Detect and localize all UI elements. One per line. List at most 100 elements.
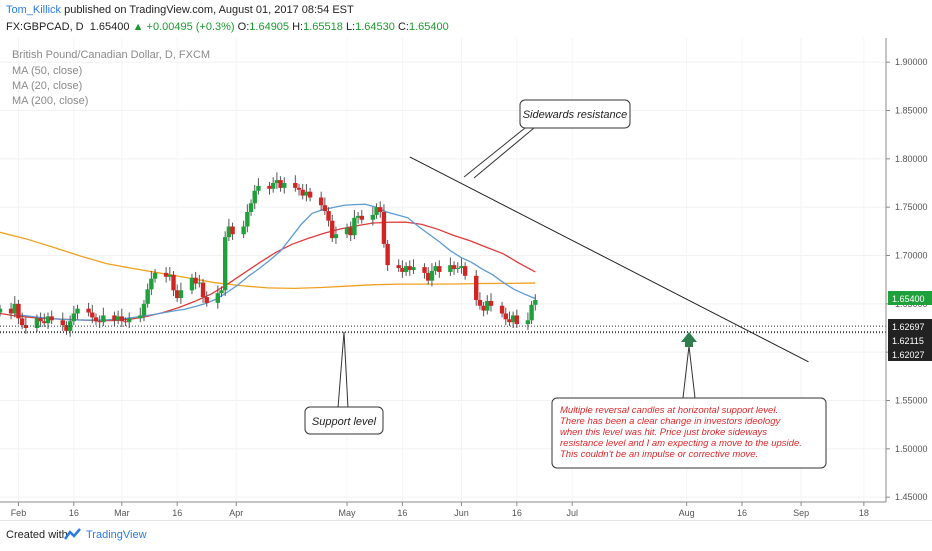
candle xyxy=(348,221,353,241)
candle xyxy=(189,273,195,295)
candle xyxy=(222,231,228,297)
candle xyxy=(241,220,246,239)
candle xyxy=(93,313,99,326)
legend-ma200: MA (200, close) xyxy=(12,95,88,107)
footer: Created with TradingView xyxy=(0,520,932,551)
candle-body xyxy=(507,319,512,323)
candle xyxy=(71,305,77,326)
created-with-text: Created with xyxy=(6,529,68,541)
candle xyxy=(318,191,324,212)
candle-body xyxy=(514,315,520,325)
candle-body xyxy=(481,305,486,311)
candle-body xyxy=(459,266,464,269)
chart-legend: British Pound/Canadian Dollar, D, FXCM M… xyxy=(12,49,210,107)
candle xyxy=(38,312,43,328)
candle xyxy=(163,267,169,283)
price-chart[interactable]: 1.900001.850001.800001.750001.700001.650… xyxy=(0,38,932,520)
low-label: L: xyxy=(345,21,356,33)
candle-body xyxy=(34,318,40,328)
candle xyxy=(403,262,409,276)
candle-body xyxy=(49,316,54,321)
price-label-support-2: 1.62115 xyxy=(888,333,932,347)
candle xyxy=(411,259,416,274)
candle-body xyxy=(499,305,505,314)
legend-title: British Pound/Canadian Dollar, D, FXCM xyxy=(12,49,210,61)
candle-body xyxy=(97,321,102,323)
close-label: C: xyxy=(397,21,409,33)
candle-body xyxy=(462,266,468,276)
x-tick-label: 16 xyxy=(737,508,747,518)
candle xyxy=(278,176,283,192)
candle-body xyxy=(123,321,128,323)
candle xyxy=(138,307,143,323)
candle xyxy=(400,260,405,278)
candle xyxy=(34,314,40,332)
high-value: 1.65518 xyxy=(303,21,343,33)
ma-path xyxy=(0,221,536,322)
candle xyxy=(359,210,364,224)
publish-line: Tom_Killick published on TradingView.com… xyxy=(6,4,354,16)
candle-body xyxy=(485,300,490,311)
candle xyxy=(514,309,520,328)
candle-body xyxy=(141,303,147,316)
candle-body xyxy=(8,308,14,314)
comment-callout[interactable]: Multiple reversal candles at horizontal … xyxy=(551,345,827,469)
candle-body xyxy=(197,282,202,284)
time-axis[interactable]: Feb 16 Mar 16 Apr May 16 Jun 16 Jul Aug 16 Sep 18 xyxy=(11,502,869,518)
candle-body xyxy=(171,274,176,291)
candle-body xyxy=(167,274,173,277)
candle-body xyxy=(19,318,25,326)
tradingview-brand-link[interactable]: TradingView xyxy=(86,529,147,541)
x-tick-label: May xyxy=(339,508,357,518)
candle xyxy=(499,301,505,318)
candle-body xyxy=(274,180,280,183)
candle xyxy=(145,283,150,308)
resistance-callout[interactable]: Sidewards resistance xyxy=(463,99,631,179)
author-link[interactable]: Tom_Killick xyxy=(6,4,62,16)
resistance-label: Sidewards resistance xyxy=(523,109,628,121)
candle xyxy=(115,310,121,325)
candle-body xyxy=(42,321,47,324)
candle-body xyxy=(300,189,305,196)
x-tick-label: 16 xyxy=(172,508,182,518)
candle-body xyxy=(385,243,390,266)
candle xyxy=(45,312,51,329)
candle-body xyxy=(381,212,387,244)
support-lines xyxy=(0,325,886,334)
x-tick-label: Feb xyxy=(11,508,27,518)
comment-line-3: when this level was hit. Price just brok… xyxy=(560,427,767,438)
tradingview-logo-icon[interactable] xyxy=(64,528,82,542)
x-tick-label: Apr xyxy=(229,508,243,518)
x-tick-label: Sep xyxy=(793,508,809,518)
candle xyxy=(330,214,335,242)
support-pointer-b xyxy=(343,331,349,409)
candle xyxy=(204,291,209,307)
candle xyxy=(503,307,508,326)
candle xyxy=(67,315,73,337)
price-label-current: 1.65400 xyxy=(888,291,932,305)
candle xyxy=(12,296,17,318)
candle-body xyxy=(318,197,324,206)
support-callout[interactable]: Support level xyxy=(304,331,384,435)
x-tick-label: 16 xyxy=(397,508,407,518)
candle-body xyxy=(149,278,154,290)
candle-body xyxy=(370,214,376,220)
ma20-line xyxy=(14,203,536,321)
up-arrow-icon xyxy=(681,332,697,347)
candle xyxy=(19,312,25,329)
candle xyxy=(119,308,125,328)
candle xyxy=(481,301,486,317)
candle-body xyxy=(411,267,416,270)
comment-line-1: Multiple reversal candles at horizontal … xyxy=(560,405,778,416)
price-axis[interactable]: 1.900001.850001.800001.750001.700001.650… xyxy=(886,57,928,502)
candle xyxy=(123,317,128,327)
candle xyxy=(407,260,412,276)
trendline[interactable] xyxy=(409,156,809,363)
candle-body xyxy=(451,265,457,270)
candle xyxy=(152,269,158,283)
symbol-line: FX:GBPCAD, D 1.65400 ▲ +0.00495 (+0.3%) … xyxy=(6,21,449,33)
candle xyxy=(474,270,479,306)
candle xyxy=(90,304,95,324)
candle xyxy=(326,207,331,227)
candle-body xyxy=(101,315,106,323)
